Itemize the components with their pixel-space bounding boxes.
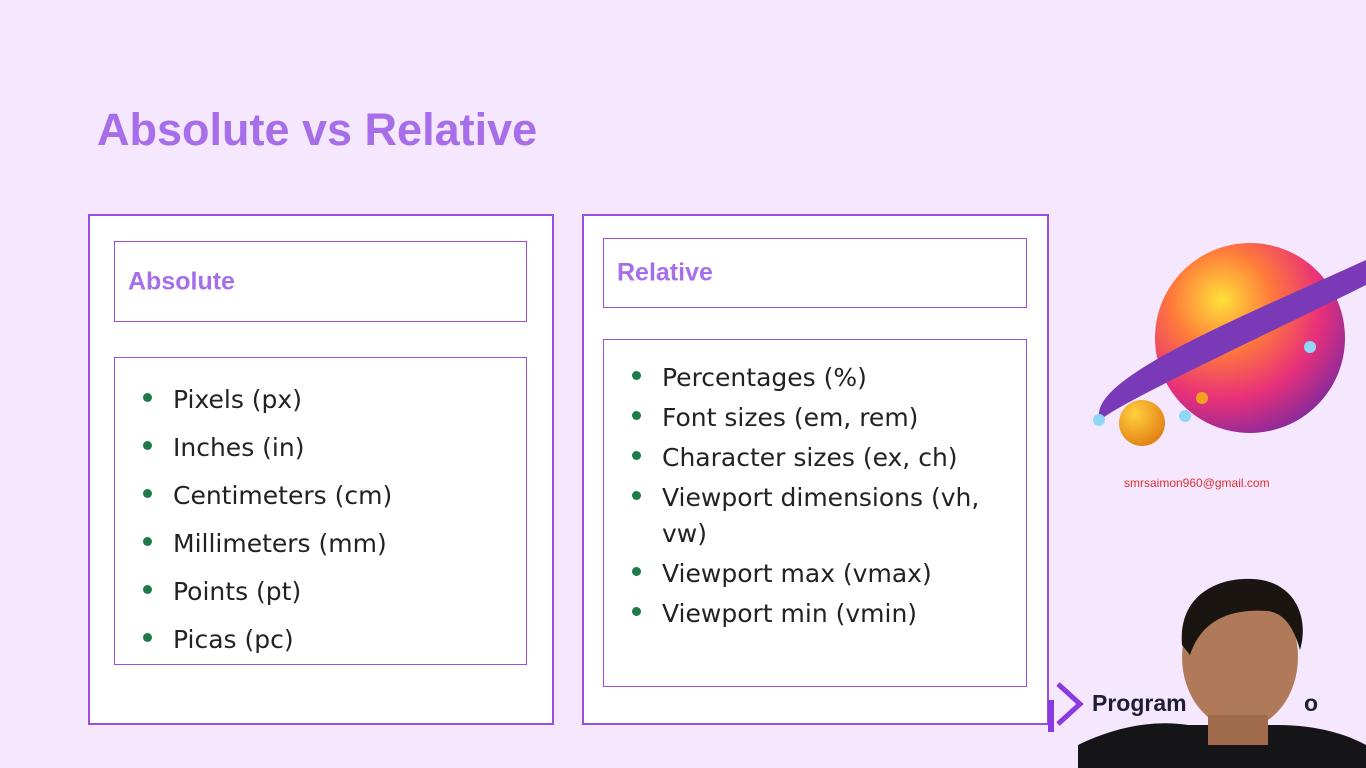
brand-name: Program	[1092, 690, 1187, 716]
list-item: Viewport max (vmax)	[604, 556, 1014, 592]
slide-title: Absolute vs Relative	[97, 104, 538, 155]
absolute-list: Pixels (px) Inches (in) Centimeters (cm) Mi…	[115, 382, 526, 658]
list-item: Millimeters (mm)	[115, 526, 526, 562]
list-item: Percentages (%)	[604, 360, 1014, 396]
relative-header: Relative	[603, 238, 1027, 308]
planet-illustration	[1093, 243, 1366, 446]
list-item: Inches (in)	[115, 430, 526, 466]
list-item: Character sizes (ex, ch)	[604, 440, 1014, 476]
list-item: Centimeters (cm)	[115, 478, 526, 514]
list-item: Font sizes (em, rem)	[604, 400, 1014, 436]
list-item: Picas (pc)	[115, 622, 526, 658]
webcam-overlay	[1078, 578, 1366, 768]
list-item: Pixels (px)	[115, 382, 526, 418]
absolute-header: Absolute	[114, 241, 527, 322]
list-item: Viewport dimensions (vh, vw)	[604, 480, 1014, 552]
list-item: Viewport min (vmin)	[604, 596, 1014, 632]
heading: Absolute	[128, 267, 235, 295]
email: smrsaimon960@gmail.com	[1124, 476, 1270, 490]
relative-list: Percentages (%) Font sizes (em, rem) Chara…	[604, 360, 1014, 632]
heading: Relative	[617, 258, 713, 287]
relative-list-box: Percentages (%) Font sizes (em, rem) Chara…	[603, 339, 1027, 687]
list-item: Points (pt)	[115, 574, 526, 610]
brand-name-end: o	[1304, 690, 1319, 716]
brand-logo	[1048, 682, 1084, 732]
absolute-list-box: Pixels (px) Inches (in) Centimeters (cm) Mi…	[114, 357, 527, 665]
